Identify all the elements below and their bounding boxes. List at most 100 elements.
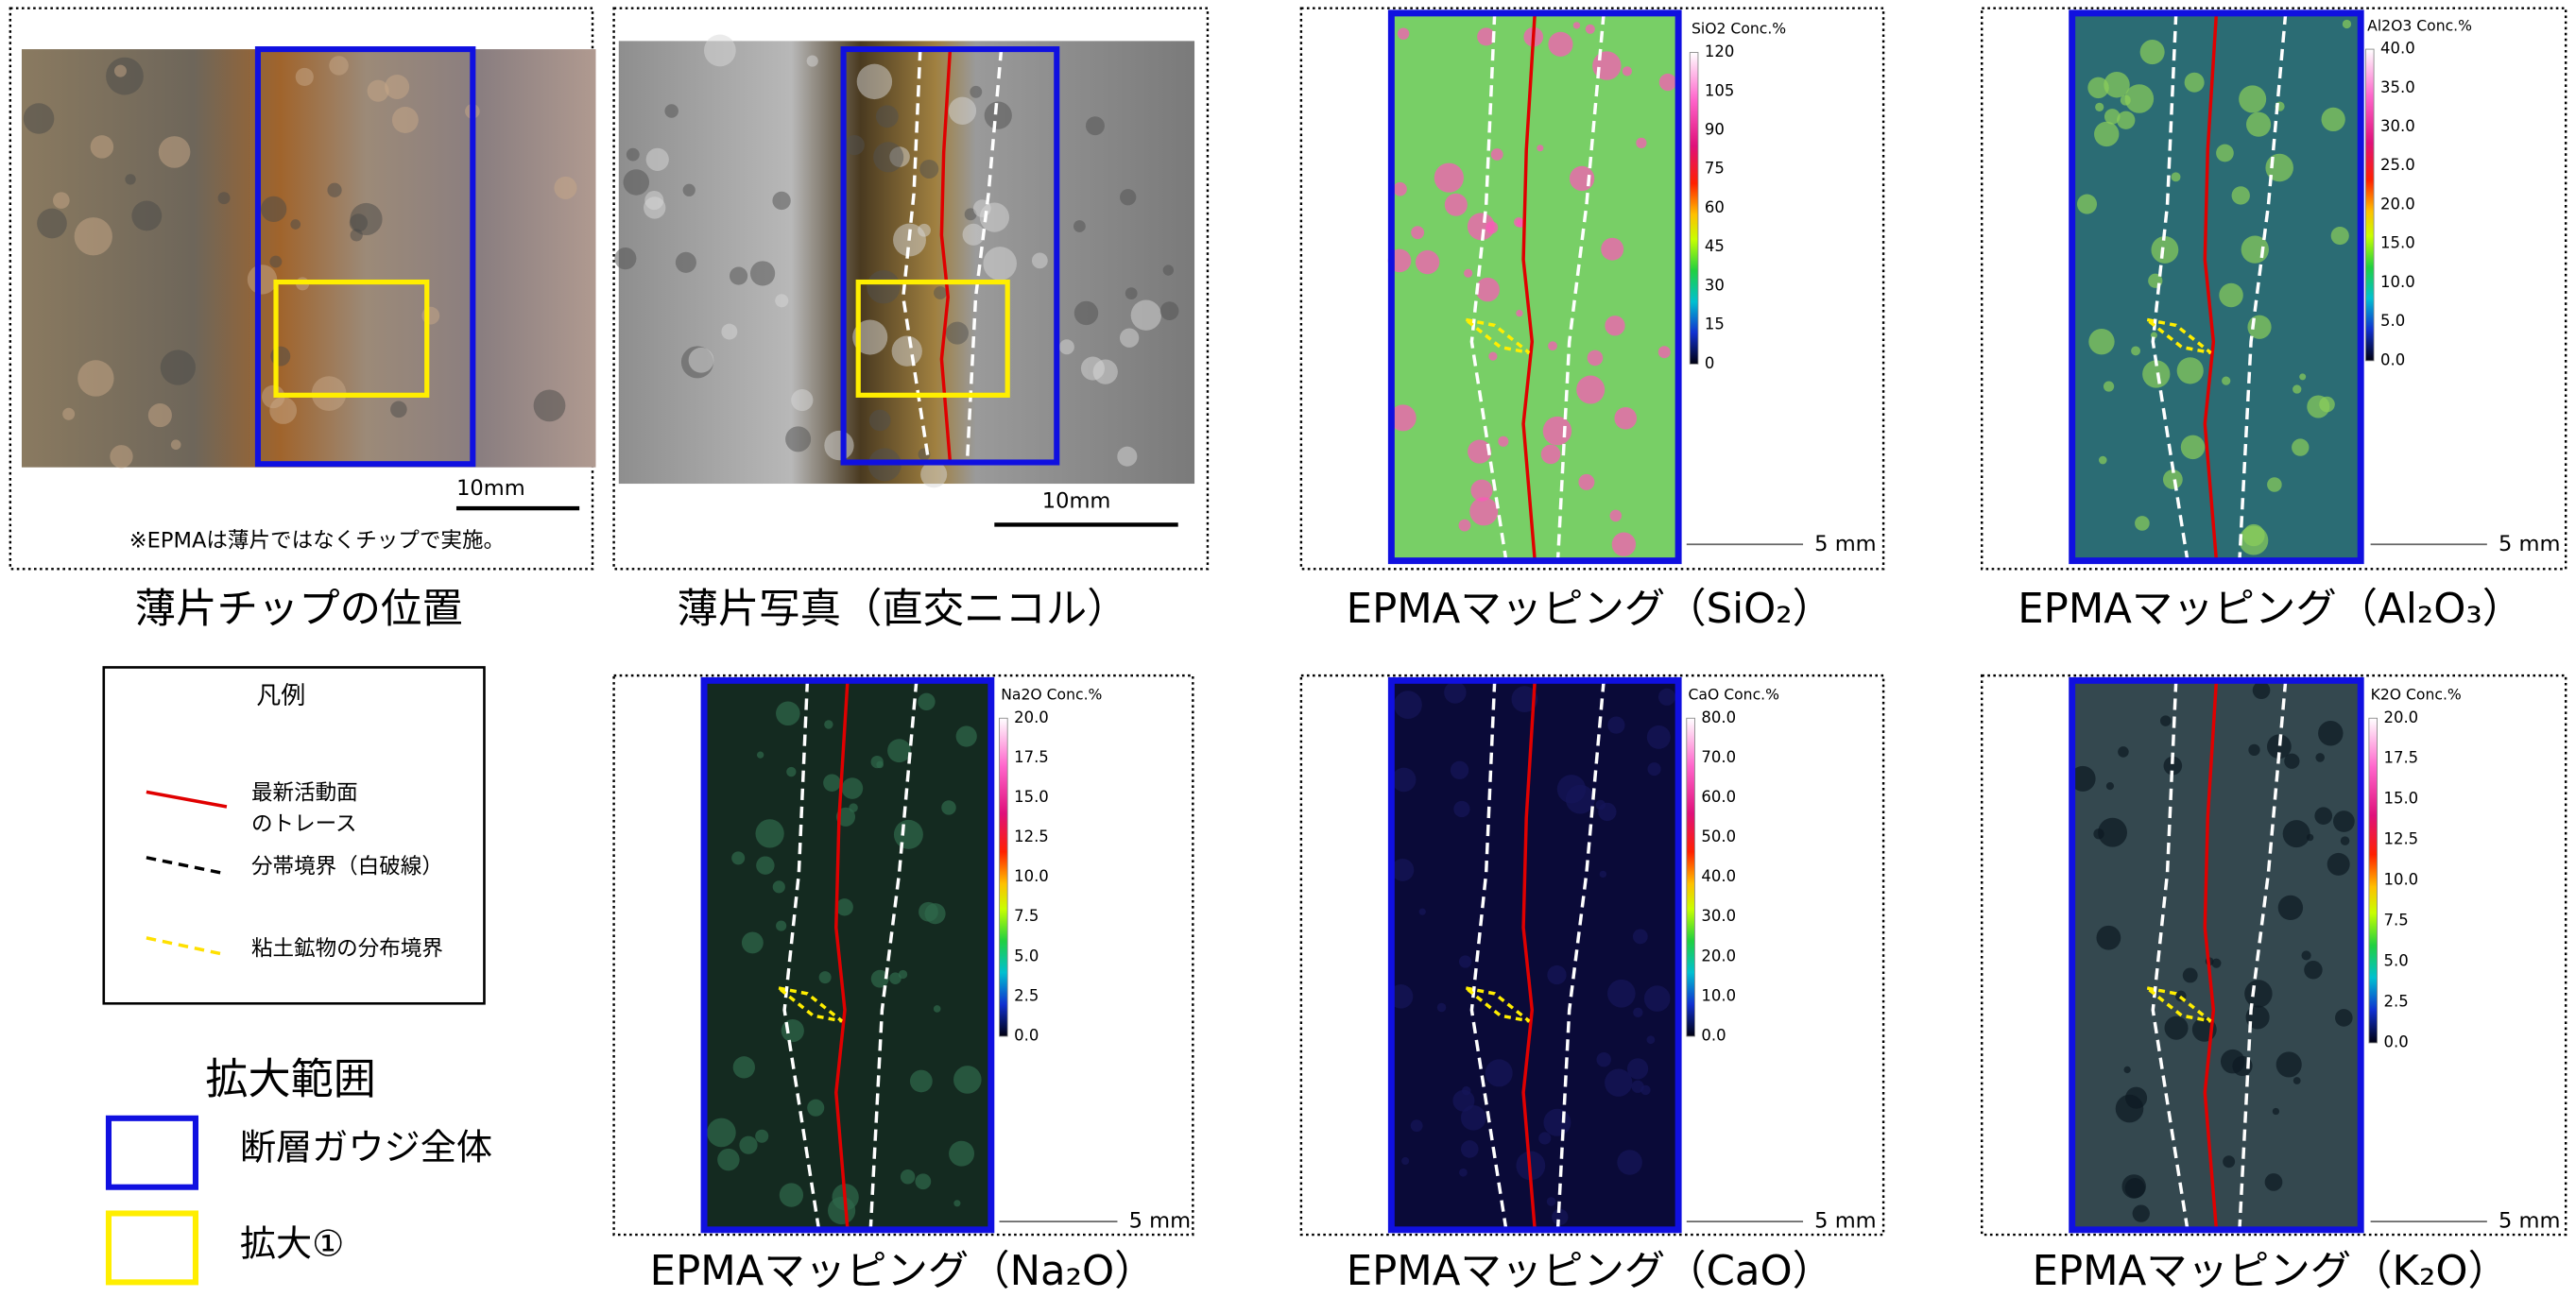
map-texture [1491,148,1503,161]
colorbar-tick-label: 40.0 [2380,40,2415,58]
colorbar-tick-label: 7.5 [2383,912,2408,930]
photo-texture [873,142,903,172]
map-texture [819,971,832,983]
zoom-yellow-box [109,1213,196,1282]
photo-texture [664,104,678,117]
map-texture [901,1169,915,1184]
map-texture [2315,753,2325,762]
map-texture [2335,1009,2353,1027]
map-texture [949,1141,974,1167]
map-texture [1573,22,1580,28]
map-texture [925,903,946,924]
colorbar-tick-label: 20.0 [1014,708,1049,726]
map-texture [757,752,764,759]
photo-texture [77,360,113,396]
map-texture [2304,961,2322,979]
map-texture [1394,691,1422,719]
photo-texture [876,105,899,128]
photo-texture [290,219,301,230]
map-texture [2160,715,2171,725]
map-texture [1459,1169,1468,1177]
colorbar-tick-label: 15.0 [2383,790,2418,808]
scale-label: 5 mm [1129,1209,1191,1234]
map-texture [2104,381,2114,391]
photo-texture [676,252,696,273]
legend-label: 最新活動面 [251,781,358,806]
map-texture [1636,138,1646,148]
photo-texture [327,183,341,197]
map-texture [1633,1008,1642,1017]
photo-texture [824,431,853,460]
map-texture [739,1136,757,1154]
colorbar-tick-label: 40.0 [1701,867,1736,885]
photo-texture [1073,220,1086,232]
photo-texture [683,184,696,196]
scale-label: 5 mm [1814,1209,1876,1234]
colorbar [1690,53,1698,365]
map-texture [1659,74,1676,91]
map-texture [1644,985,1671,1012]
photo-texture [791,389,813,411]
map-texture [1601,238,1623,261]
map-texture [2222,376,2230,384]
photo-texture [75,217,112,255]
map-texture [1640,1085,1650,1095]
photo-texture [161,350,196,384]
map-texture [2253,681,2271,699]
map-texture [2341,836,2350,845]
photo-texture [1059,339,1074,354]
map-texture [2276,1051,2302,1077]
photo-texture [614,247,636,269]
photo-texture [1163,265,1174,275]
photo-texture [385,75,409,99]
map-texture [1514,217,1524,228]
photo-texture [730,266,747,284]
map-texture [824,720,833,728]
colorbar-tick-label: 10.0 [1701,986,1736,1004]
map-texture [2165,1016,2189,1040]
map-texture [1578,474,1594,490]
photo-texture [807,56,818,67]
map-texture [2088,329,2114,354]
photo-texture [689,348,714,373]
panel-caption: EPMAマッピング（Na₂O） [650,1248,1156,1295]
colorbar-title: K2O Conc.% [2371,686,2462,703]
map-texture [2172,172,2181,181]
map-texture [953,1066,982,1094]
photo-texture [37,209,67,239]
map-texture [2248,744,2259,756]
map-texture [2133,1204,2150,1221]
epma-map [2072,680,2361,1229]
map-texture [1596,800,1606,811]
map-texture [1548,32,1572,57]
map-texture [2265,1173,2283,1191]
map-texture [1607,980,1636,1008]
map-texture [1541,445,1561,465]
map-texture [2293,1077,2301,1084]
photo-texture [857,64,892,99]
thin-section-photo [619,41,1194,484]
photo-texture [919,160,938,179]
panel-caption: 薄片写真（直交ニコル） [678,586,1128,633]
photo-texture [171,439,181,450]
map-texture [1623,66,1632,76]
colorbar-tick-label: 60 [1705,198,1725,216]
map-texture [2117,111,2135,129]
map-texture [1498,436,1508,447]
colorbar-tick-label: 5.0 [2383,952,2408,970]
photo-texture [845,135,865,155]
map-texture [1537,145,1543,151]
map-texture [1419,909,1426,915]
map-texture [1391,859,1414,881]
map-texture [1416,250,1439,274]
photo-texture [869,410,891,432]
map-texture [1469,497,1498,525]
colorbar-tick-label: 45 [1705,237,1725,255]
photo-texture [125,174,135,184]
map-texture [2333,811,2355,832]
map-texture [1570,166,1594,191]
map-texture [2283,820,2310,847]
map-texture [2239,85,2266,112]
colorbar-tick-label: 12.5 [2383,830,2418,848]
map-texture [1586,25,1595,34]
